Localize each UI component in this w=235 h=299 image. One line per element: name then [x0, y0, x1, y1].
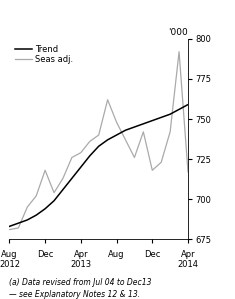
Text: Apr: Apr: [181, 250, 195, 259]
Text: Aug: Aug: [1, 250, 18, 259]
Text: Dec: Dec: [144, 250, 161, 259]
Text: Apr: Apr: [74, 250, 88, 259]
Text: (a) Data revised from Jul 04 to Dec13
— see Explanatory Notes 12 & 13.: (a) Data revised from Jul 04 to Dec13 — …: [9, 278, 152, 299]
Legend: Trend, Seas adj.: Trend, Seas adj.: [14, 43, 75, 65]
Text: 2013: 2013: [70, 260, 91, 269]
Text: Aug: Aug: [108, 250, 125, 259]
Text: 2014: 2014: [177, 260, 199, 269]
Text: Dec: Dec: [37, 250, 53, 259]
Text: '000: '000: [168, 28, 188, 37]
Text: 2012: 2012: [0, 260, 20, 269]
